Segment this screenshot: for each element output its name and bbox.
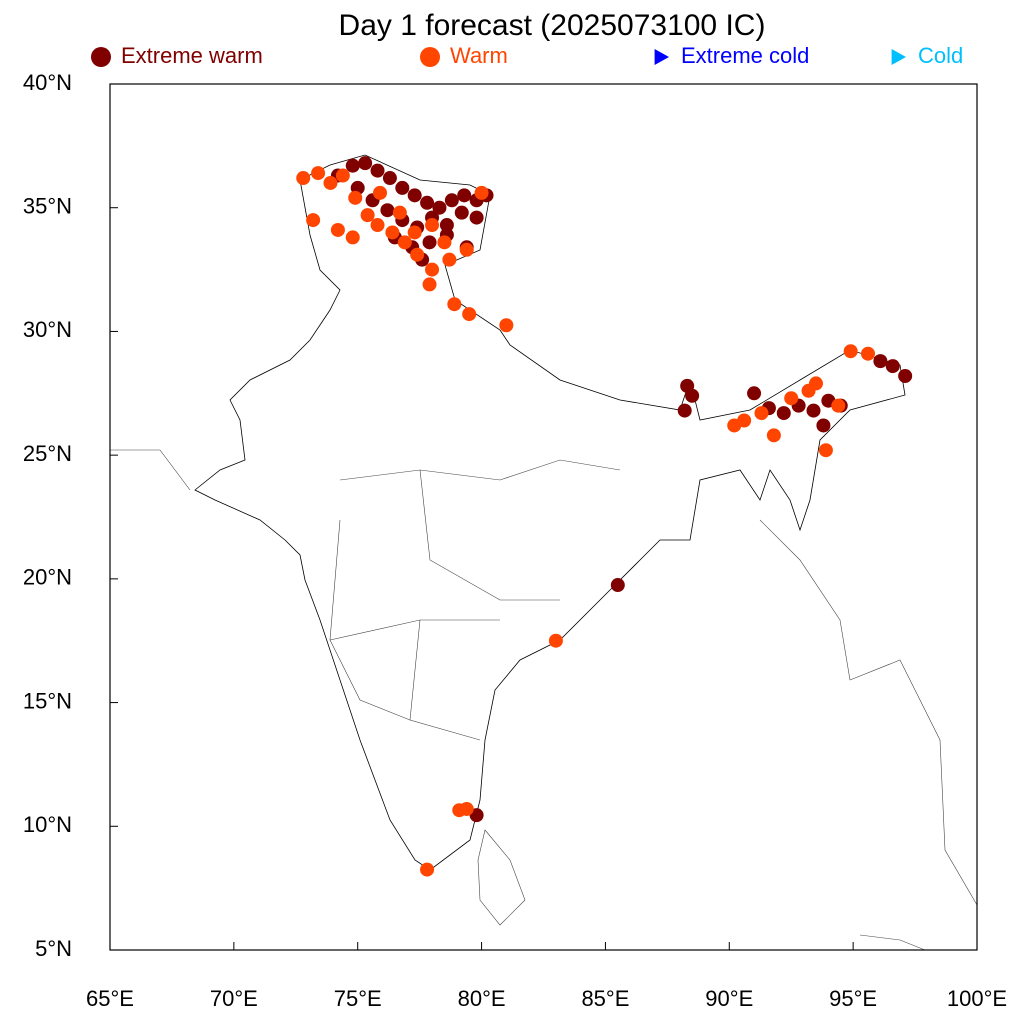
data-point <box>335 168 350 183</box>
data-point <box>873 354 888 369</box>
data-point <box>437 235 452 250</box>
data-point <box>425 218 440 233</box>
data-point <box>358 156 373 171</box>
data-point <box>806 403 821 418</box>
x-tick-label: 75°E <box>334 986 382 1011</box>
legend-marker <box>420 47 440 67</box>
data-point <box>439 218 454 233</box>
data-point <box>447 297 462 312</box>
y-tick-label: 25°N <box>23 441 72 466</box>
data-point <box>385 225 400 240</box>
data-point <box>831 398 846 413</box>
data-point <box>442 252 457 267</box>
data-point <box>348 190 363 205</box>
x-tick-label: 95°E <box>829 986 877 1011</box>
y-tick-label: 10°N <box>23 812 72 837</box>
data-point <box>457 188 472 203</box>
data-point <box>370 163 385 178</box>
data-point <box>444 193 459 208</box>
basemap <box>110 154 978 951</box>
data-point <box>422 235 437 250</box>
data-point <box>610 578 625 593</box>
data-point <box>425 262 440 277</box>
data-point <box>380 203 395 218</box>
data-point <box>382 171 397 186</box>
data-point <box>454 205 469 220</box>
data-point <box>306 213 321 228</box>
chart-title: Day 1 forecast (2025073100 IC) <box>339 9 766 42</box>
data-point <box>898 368 913 383</box>
data-point <box>360 208 375 223</box>
data-point <box>843 344 858 359</box>
data-point <box>808 376 823 391</box>
data-point <box>432 200 447 215</box>
x-tick-label: 85°E <box>581 986 629 1011</box>
legend-label: Extreme cold <box>681 43 809 68</box>
data-point <box>395 180 410 195</box>
y-tick-label: 15°N <box>23 688 72 713</box>
y-tick-label: 40°N <box>23 70 72 95</box>
data-point <box>766 428 781 443</box>
data-point <box>784 391 799 406</box>
data-point <box>776 406 791 421</box>
data-point <box>422 277 437 292</box>
x-tick-label: 65°E <box>86 986 134 1011</box>
data-point <box>459 242 474 257</box>
data-point <box>462 307 477 322</box>
y-tick-label: 30°N <box>23 317 72 342</box>
data-point <box>373 185 388 200</box>
data-point <box>330 222 345 237</box>
data-point <box>861 346 876 361</box>
y-tick-label: 20°N <box>23 565 72 590</box>
data-point <box>459 801 474 816</box>
x-tick-label: 90°E <box>705 986 753 1011</box>
data-point <box>469 210 484 225</box>
x-tick-label: 80°E <box>458 986 506 1011</box>
y-tick-label: 35°N <box>23 194 72 219</box>
data-point <box>685 388 700 403</box>
data-point <box>410 247 425 262</box>
data-point <box>499 318 514 333</box>
data-point <box>323 175 338 190</box>
data-point <box>420 862 435 877</box>
data-point <box>407 188 422 203</box>
data-point <box>747 386 762 401</box>
data-point <box>397 235 412 250</box>
data-point <box>311 166 326 181</box>
legend-label: Warm <box>450 43 508 68</box>
data-point <box>754 406 769 421</box>
data-point <box>818 443 833 458</box>
y-tick-label: 5°N <box>35 936 72 961</box>
data-point <box>345 230 360 245</box>
data-point <box>345 158 360 173</box>
legend-marker <box>654 49 669 65</box>
data-point <box>392 205 407 220</box>
data-point <box>420 195 435 210</box>
data-point <box>548 633 563 648</box>
legend-label: Extreme warm <box>121 43 263 68</box>
plot-frame <box>109 83 978 951</box>
data-point <box>737 413 752 428</box>
legend-marker <box>91 47 111 67</box>
legend-marker <box>891 49 906 65</box>
legend-label: Cold <box>918 43 963 68</box>
data-point <box>296 171 311 186</box>
x-tick-label: 100°E <box>947 986 1007 1011</box>
data-point <box>816 418 831 433</box>
data-point <box>677 403 692 418</box>
data-point <box>474 185 489 200</box>
data-point <box>885 359 900 374</box>
data-point <box>370 218 385 233</box>
x-tick-label: 70°E <box>210 986 258 1011</box>
data-point <box>407 225 422 240</box>
